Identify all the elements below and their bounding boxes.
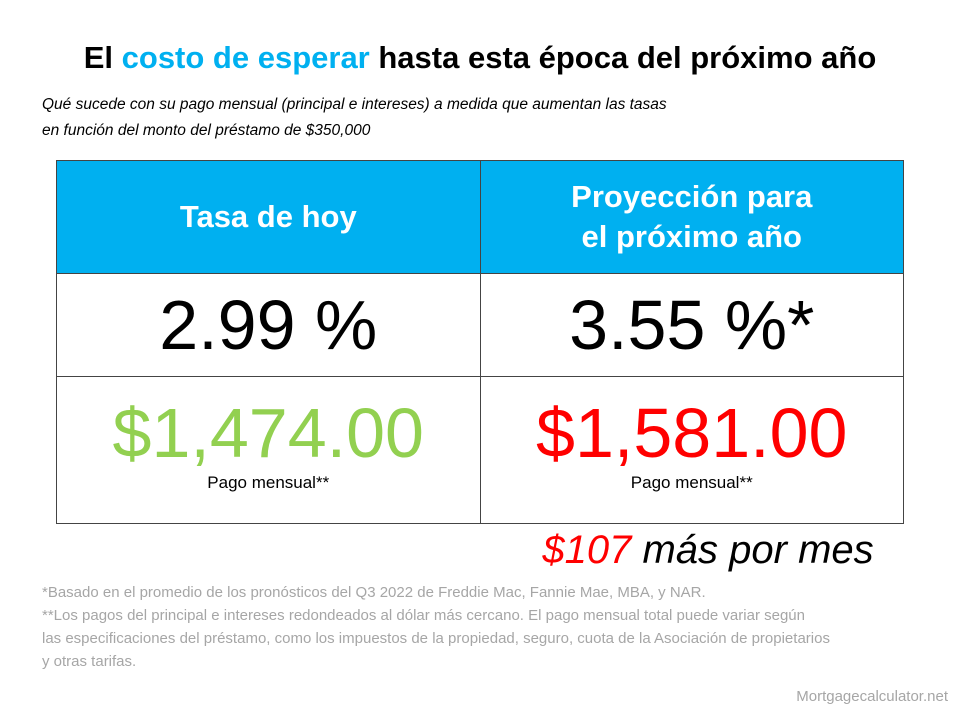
difference: $107 más por mes	[480, 528, 936, 573]
difference-amount: $107	[542, 528, 632, 572]
payment-row: $1,474.00 Pago mensual** $1,581.00 Pago me…	[56, 376, 904, 524]
payment-label: Pago mensual**	[630, 473, 753, 492]
payment-label: Pago mensual**	[207, 473, 330, 492]
subtitle: Qué sucede con su pago mensual (principa…	[42, 96, 667, 113]
column-header: Tasa de hoy	[56, 160, 481, 274]
header-line: el próximo año	[581, 219, 802, 254]
footnote: y otras tarifas.	[42, 653, 137, 670]
header-line: Tasa de hoy	[179, 199, 357, 234]
footnote: **Los pagos del principal e intereses re…	[42, 607, 805, 624]
title: El costo de esperar hasta esta época del…	[0, 40, 960, 76]
header-line: Proyección para	[571, 179, 813, 214]
subtitle: en función del monto del préstamo de $35…	[42, 122, 371, 139]
title-part: hasta esta época del próximo año	[378, 40, 877, 75]
payment: $1,581.00	[536, 394, 848, 472]
rate: 3.55 %*	[479, 273, 904, 377]
payment-cell: $1,581.00 Pago mensual**	[479, 376, 904, 524]
rate-row: 2.99 % 3.55 %*	[56, 273, 904, 377]
footnote: las especificaciones del préstamo, como …	[42, 630, 830, 647]
header-row: Tasa de hoy Proyección para el próximo añ…	[56, 160, 904, 274]
comparison-table: Tasa de hoy Proyección para el próximo añ…	[56, 160, 904, 524]
difference-text: más por mes	[642, 528, 874, 572]
title-highlight: costo de esperar	[121, 40, 370, 75]
payment-cell: $1,474.00 Pago mensual**	[56, 376, 481, 524]
payment: $1,474.00	[112, 394, 424, 472]
column-header: Proyección para el próximo año	[479, 160, 904, 274]
rate: 2.99 %	[56, 273, 481, 377]
title-part: El	[83, 40, 114, 75]
source: Mortgagecalculator.net	[796, 688, 948, 705]
footnote: *Basado en el promedio de los pronóstico…	[42, 584, 706, 601]
